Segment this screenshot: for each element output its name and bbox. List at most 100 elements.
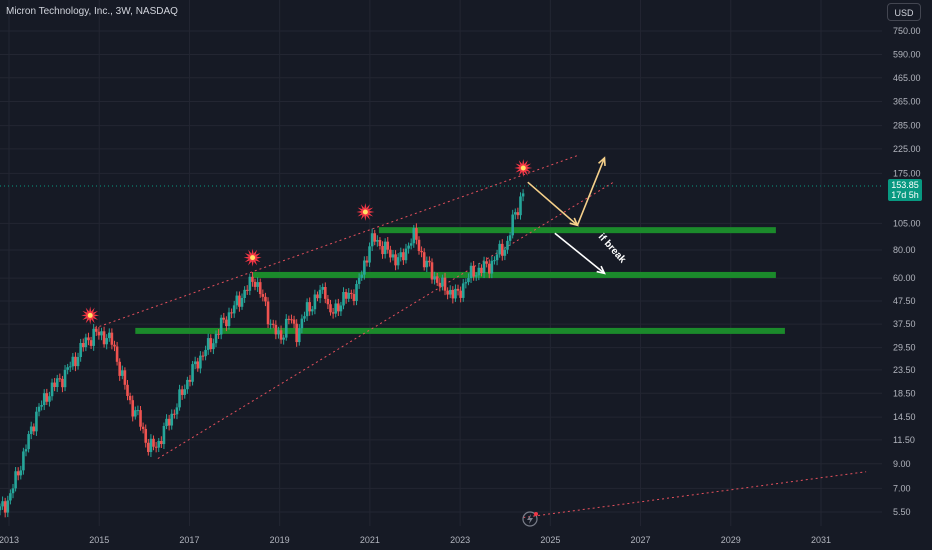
candle-body xyxy=(495,254,499,261)
grid-lines xyxy=(0,0,882,526)
candle-body xyxy=(173,413,176,415)
candle-body xyxy=(448,289,452,295)
candle-body xyxy=(42,393,46,406)
candle-body xyxy=(493,260,496,262)
candle-body xyxy=(240,297,244,307)
arrow-head-up xyxy=(598,156,606,166)
candle-body xyxy=(180,389,184,395)
candle-body xyxy=(318,289,322,299)
candle-body xyxy=(141,426,145,429)
y-tick-label: 175.00 xyxy=(893,168,921,178)
candle-body xyxy=(383,241,387,255)
candle-body xyxy=(136,410,140,412)
candle-body xyxy=(368,246,371,263)
candle-body xyxy=(58,378,62,380)
candle-body xyxy=(269,323,272,325)
candle-body xyxy=(120,370,124,376)
y-tick-label: 14.50 xyxy=(893,412,916,422)
y-tick-label: 11.50 xyxy=(893,435,915,445)
candle-body xyxy=(284,318,288,338)
candle-body xyxy=(334,303,338,314)
peak-markers xyxy=(81,159,533,325)
y-tick-label: 18.50 xyxy=(893,388,916,398)
candle-body xyxy=(472,265,475,277)
peak-marker-core xyxy=(250,255,256,261)
candle-body xyxy=(329,304,332,313)
candle-body xyxy=(100,331,103,336)
candle-body xyxy=(313,294,317,310)
break-annotation: if break xyxy=(596,232,628,266)
candle-body xyxy=(412,228,416,244)
candle-body xyxy=(506,240,509,250)
trendline xyxy=(523,471,867,518)
candle-body xyxy=(66,367,69,370)
candle-body xyxy=(300,318,304,329)
candle-body xyxy=(376,240,379,242)
candle-body xyxy=(243,289,246,298)
candle-body xyxy=(389,249,392,258)
candle-body xyxy=(123,370,127,385)
y-tick-label: 80.00 xyxy=(893,245,916,255)
candle-body xyxy=(352,294,356,302)
candle-body xyxy=(477,267,481,276)
candle-body xyxy=(92,328,95,346)
candle-body xyxy=(170,413,174,426)
candle-body xyxy=(435,276,439,283)
x-tick-label: 2013 xyxy=(0,535,19,545)
candle-body xyxy=(40,405,43,407)
candle-body xyxy=(63,369,67,388)
candle-body xyxy=(454,288,457,299)
candle-body xyxy=(363,260,366,275)
candle-body xyxy=(503,249,507,256)
candle-body xyxy=(199,355,202,369)
candle-body xyxy=(258,282,262,295)
currency-button[interactable]: USD xyxy=(887,3,921,21)
candle-body xyxy=(295,323,298,343)
candle-body xyxy=(305,302,309,317)
candle-body xyxy=(266,301,270,325)
y-axis[interactable]: 750.00 590.00 465.00 365.00 285.00 225.00 175.… xyxy=(893,26,921,517)
candle-body xyxy=(248,276,252,291)
y-tick-label: 365.00 xyxy=(893,96,921,106)
candle-body xyxy=(519,196,522,216)
arrow-down xyxy=(527,181,578,226)
x-tick-label: 2019 xyxy=(270,535,290,545)
candle-body xyxy=(490,260,494,274)
candle-body xyxy=(212,343,215,350)
candle-body xyxy=(154,446,158,448)
candle-body xyxy=(204,349,207,357)
support-zone xyxy=(378,227,776,234)
candle-body xyxy=(71,356,75,367)
candle-body xyxy=(230,312,233,314)
candle-body xyxy=(48,396,51,402)
y-tick-label: 37.50 xyxy=(893,319,916,329)
y-tick-label: 60.00 xyxy=(893,273,916,283)
candle-body xyxy=(316,294,319,299)
candle-body xyxy=(55,378,59,388)
candle-body xyxy=(430,262,434,280)
trendline xyxy=(157,181,614,459)
x-tick-label: 2029 xyxy=(721,535,741,545)
candle-body xyxy=(407,245,410,249)
candle-body xyxy=(84,337,88,348)
candle-body xyxy=(118,361,121,376)
candle-body xyxy=(89,340,93,346)
candle-body xyxy=(467,278,470,283)
candle-body xyxy=(508,235,512,241)
candle-body xyxy=(279,330,283,340)
last-price-value: 153.85 xyxy=(891,180,919,190)
candle-body xyxy=(323,286,327,299)
candle-body xyxy=(487,263,491,274)
candle-body xyxy=(113,344,116,347)
candle-body xyxy=(420,250,423,253)
candle-body xyxy=(292,319,296,324)
candle-body xyxy=(274,324,278,335)
x-axis[interactable]: 2013 2015 2017 2019 2021 2023 2025 2027 2029 2031 xyxy=(0,535,831,545)
candle-body xyxy=(102,331,106,345)
candle-body xyxy=(139,410,142,427)
candle-body xyxy=(253,281,257,287)
candle-body xyxy=(9,493,12,501)
y-tick-label: 23.50 xyxy=(893,365,916,375)
replay-icon[interactable] xyxy=(522,511,538,527)
